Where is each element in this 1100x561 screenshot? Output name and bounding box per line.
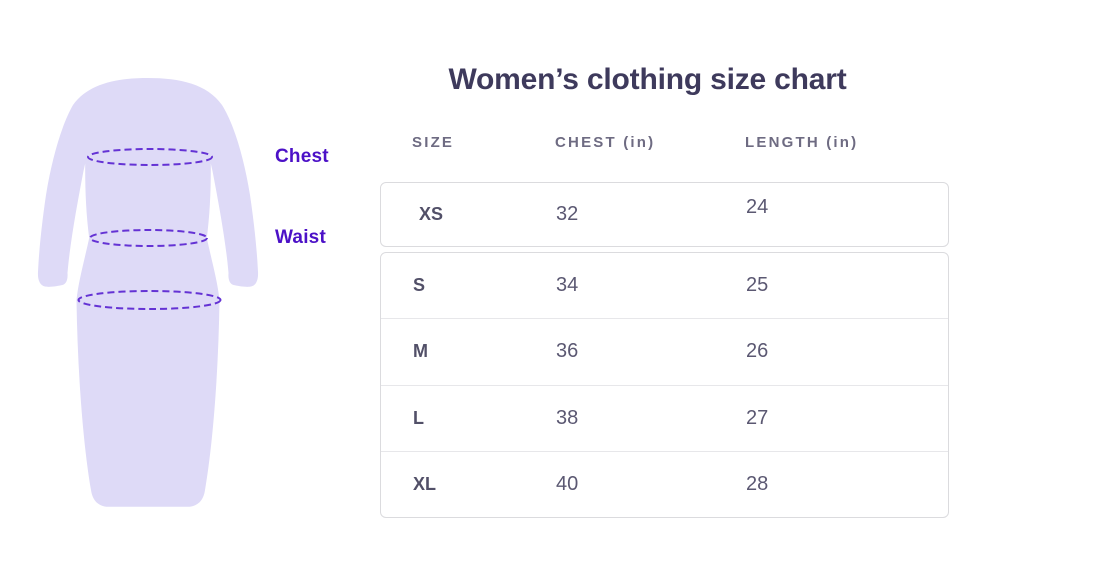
column-header-chest: CHEST (in) — [555, 133, 656, 151]
chest-cell: 40 — [556, 472, 579, 495]
waist-label: Waist — [275, 227, 326, 248]
length-cell: 24 — [746, 196, 769, 218]
dress-illustration — [37, 78, 259, 507]
length-cell: 27 — [746, 406, 769, 429]
size-table-card-main: S 34 25 M 36 26 L 38 27 XL 40 28 — [380, 252, 949, 518]
column-header-length: LENGTH (in) — [745, 133, 859, 151]
table-row: L 38 27 — [381, 384, 948, 451]
chest-label: Chest — [275, 146, 329, 167]
size-cell: L — [413, 407, 424, 428]
size-cell: S — [413, 275, 426, 296]
chest-measure-line — [87, 148, 213, 166]
chest-cell: 32 — [556, 203, 579, 225]
size-table-card-xs: XS 32 24 — [380, 182, 949, 247]
length-cell: 26 — [746, 340, 769, 363]
size-table-header: SIZE CHEST (in) LENGTH (in) — [380, 131, 949, 153]
table-row: XL 40 28 — [381, 450, 948, 517]
dress-measurement-diagram: Chest Waist — [0, 0, 360, 556]
dress-silhouette — [37, 78, 259, 507]
column-header-size: SIZE — [412, 133, 455, 151]
size-cell: XS — [419, 204, 444, 224]
length-cell: 28 — [746, 472, 769, 495]
waist-measure-line — [89, 229, 208, 247]
table-row: S 34 25 — [381, 253, 948, 318]
table-row: M 36 26 — [381, 318, 948, 384]
size-cell: XL — [413, 473, 437, 494]
page-title: Women’s clothing size chart — [448, 63, 847, 96]
length-cell: 25 — [746, 274, 769, 297]
size-cell: M — [413, 341, 428, 362]
chest-cell: 38 — [556, 406, 579, 429]
hip-measure-line — [77, 290, 222, 310]
chest-cell: 36 — [556, 340, 579, 363]
chest-cell: 34 — [556, 274, 579, 297]
table-row: XS 32 24 — [381, 183, 948, 246]
